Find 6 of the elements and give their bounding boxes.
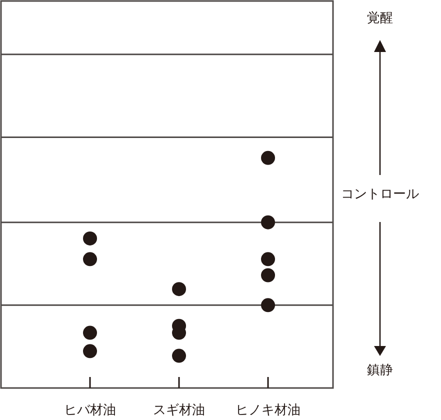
text: 覚醒 bbox=[367, 11, 393, 26]
x-tick-label: ヒバ材油 bbox=[64, 403, 116, 418]
x-tick-label: ヒノキ材油 bbox=[236, 403, 301, 418]
x-tick-label: スギ材油 bbox=[153, 403, 206, 418]
text: コントロール bbox=[341, 187, 419, 202]
text: 鎮静 bbox=[367, 363, 393, 378]
